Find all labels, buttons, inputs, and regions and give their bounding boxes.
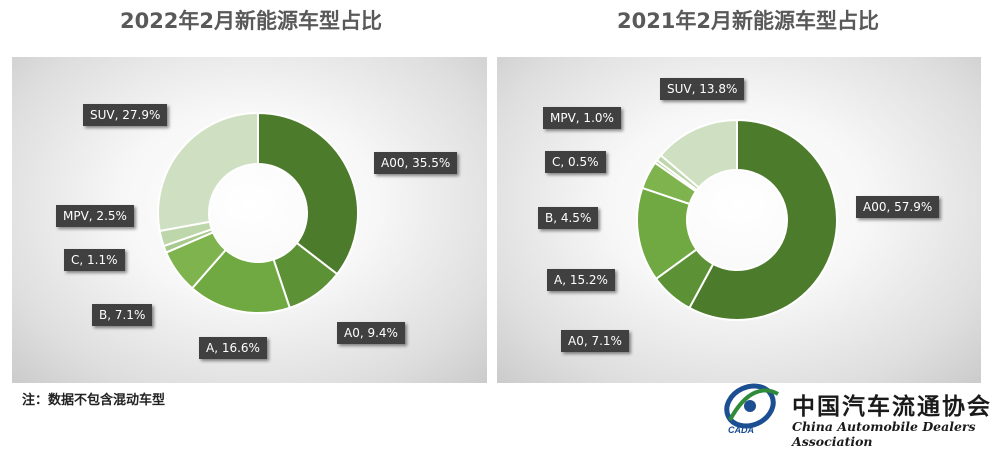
chart-panel-2022: A00, 35.5% A0, 9.4% A, 16.6% B, 7.1% C, 1.1%… bbox=[12, 57, 487, 383]
data-label-b: B, 4.5% bbox=[538, 207, 599, 229]
data-label-mpv: MPV, 2.5% bbox=[56, 205, 134, 227]
data-label-a: A, 15.2% bbox=[547, 269, 615, 291]
data-label-a00: A00, 57.9% bbox=[856, 196, 940, 218]
footnote: 注：数据不包含混动车型 bbox=[22, 393, 166, 408]
donut-chart-2021 bbox=[636, 118, 838, 321]
cada-logo-icon bbox=[724, 383, 779, 429]
logo-name-chinese: 中国汽车流通协会 bbox=[792, 393, 992, 420]
data-label-a0: A0, 7.1% bbox=[561, 330, 629, 352]
logo-name-english: China Automobile Dealers Association bbox=[792, 419, 976, 449]
donut-chart-2022 bbox=[157, 111, 359, 314]
logo-abbreviation: CADA bbox=[728, 425, 754, 435]
data-label-b: B, 7.1% bbox=[92, 304, 153, 326]
donut-slice-suv bbox=[157, 111, 259, 233]
donut-slice-a00 bbox=[688, 118, 838, 321]
data-label-a0: A0, 9.4% bbox=[337, 322, 405, 344]
donut-slice-a00 bbox=[257, 111, 359, 276]
data-label-suv: SUV, 27.9% bbox=[83, 104, 168, 126]
donut-slice-suv bbox=[659, 118, 738, 190]
data-label-suv: SUV, 13.8% bbox=[660, 78, 745, 100]
chart-title-2022: 2022年2月新能源车型占比 bbox=[119, 9, 383, 33]
data-label-c: C, 0.5% bbox=[545, 151, 606, 173]
data-label-c: C, 1.1% bbox=[64, 249, 125, 271]
cada-logo: CADA 中国汽车流通协会 China Automobile Dealers A… bbox=[716, 380, 1004, 449]
data-label-a: A, 16.6% bbox=[199, 337, 267, 359]
chart-title-2021: 2021年2月新能源车型占比 bbox=[616, 9, 880, 33]
data-label-mpv: MPV, 1.0% bbox=[543, 107, 621, 129]
data-label-a00: A00, 35.5% bbox=[374, 152, 458, 174]
chart-panel-2021: A00, 57.9% A0, 7.1% A, 15.2% B, 4.5% C, 0.5%… bbox=[497, 57, 981, 383]
